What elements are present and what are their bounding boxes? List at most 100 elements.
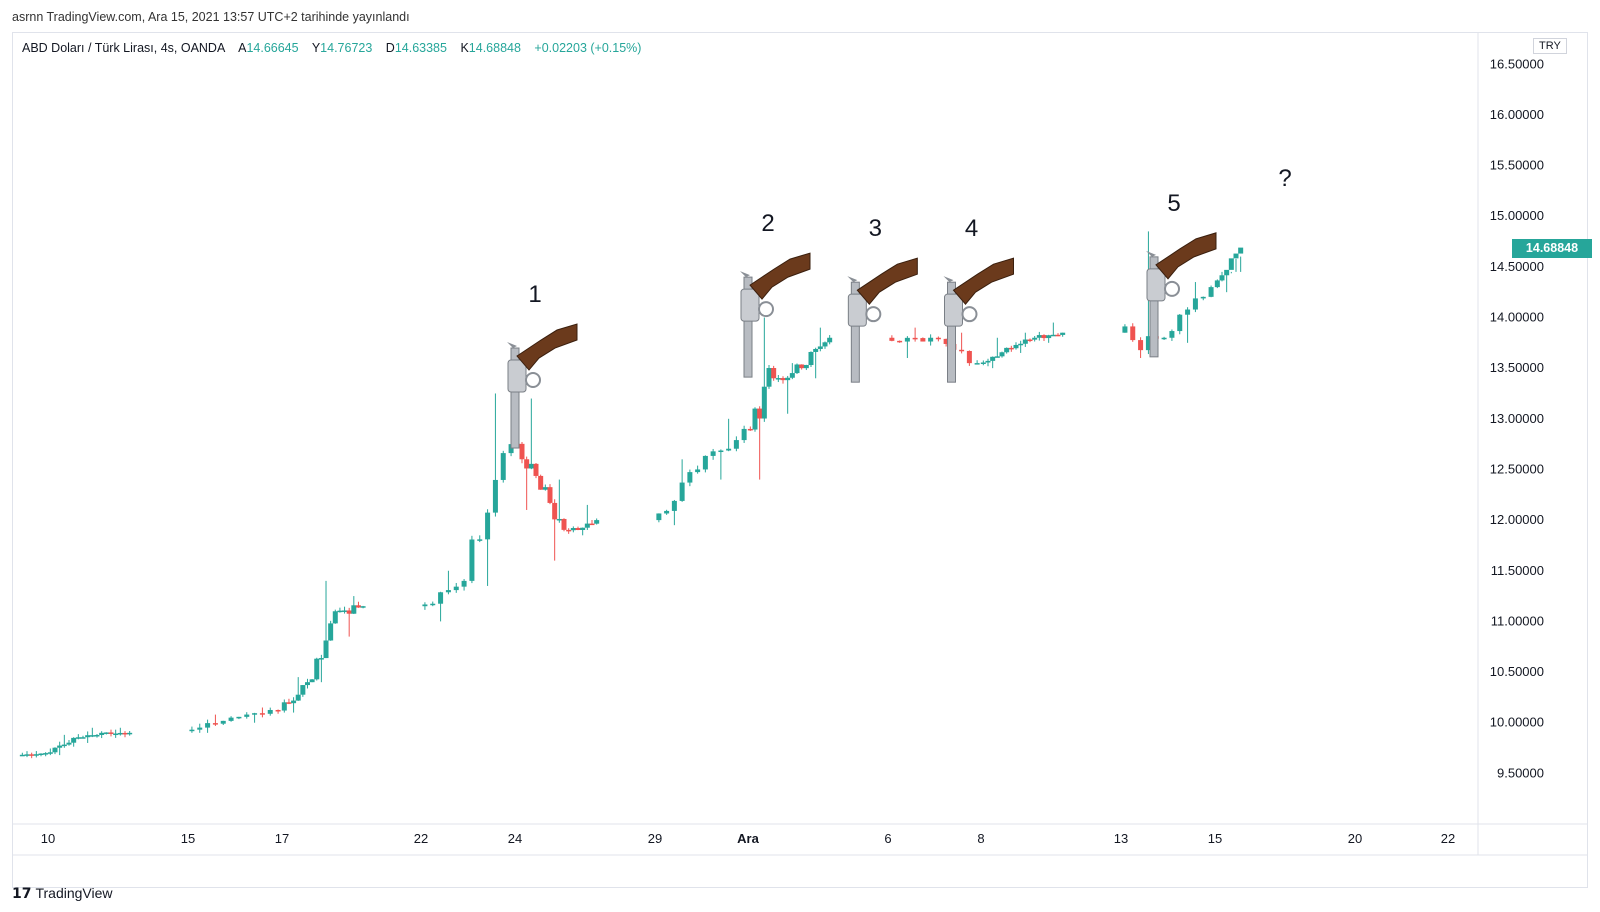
revolver-grip	[749, 252, 811, 300]
candle-body	[304, 682, 310, 686]
candle-body	[1238, 247, 1244, 254]
time-tick-label: 24	[508, 831, 522, 846]
candle-body	[1008, 347, 1014, 350]
currency-badge[interactable]: TRY	[1533, 38, 1567, 54]
candle-body	[1041, 335, 1047, 339]
question-mark: ?	[1278, 165, 1291, 192]
time-axis[interactable]: 10 15 17 22 24 29 Ara 6 8 13 15 20 22	[41, 831, 1455, 846]
candle-body	[47, 752, 53, 754]
candle-body	[570, 528, 576, 531]
price-axis[interactable]: 9.50000 10.00000 10.50000 11.00000 11.50000 1…	[1490, 56, 1544, 780]
candle-body	[775, 378, 781, 380]
candles-group	[19, 231, 1244, 759]
candle-body	[702, 455, 708, 470]
candle-body	[117, 732, 123, 735]
price-tick-label: 15.00000	[1490, 208, 1544, 223]
candle-body	[445, 590, 451, 593]
time-tick-label: 17	[275, 831, 289, 846]
candle-body	[687, 472, 693, 483]
candle-body	[228, 717, 234, 721]
candle-body	[1032, 337, 1038, 340]
low-label: D	[385, 41, 395, 55]
candle-body	[943, 338, 949, 344]
revolver-grip	[1155, 232, 1217, 280]
candle-body	[94, 734, 100, 737]
revolver-trigger-guard	[1164, 280, 1180, 297]
candle-body	[594, 520, 600, 524]
candle-body	[741, 428, 747, 441]
candle-body	[422, 604, 428, 607]
annotation-number: 2	[761, 210, 774, 237]
candle-body	[566, 529, 572, 532]
annotations-group: 1 2 3 4 5?	[507, 165, 1292, 449]
candle-body	[1224, 269, 1230, 276]
candle-body	[24, 754, 30, 756]
revolver-cylinder	[944, 293, 963, 327]
candle-body	[561, 518, 567, 530]
candle-body	[1200, 296, 1206, 299]
candle-body	[453, 586, 459, 591]
candle-body	[1055, 334, 1061, 337]
candle-body	[524, 459, 530, 469]
candle-body	[780, 378, 786, 381]
candle-body	[985, 360, 991, 363]
candle-body	[19, 754, 25, 757]
high-label: Y	[311, 41, 321, 55]
revolver-barrel	[850, 281, 860, 383]
candle-body	[752, 408, 758, 430]
candle-body	[664, 510, 670, 514]
candle-body	[519, 443, 525, 460]
revolver-hammer	[1146, 250, 1156, 257]
candle-body	[789, 373, 795, 378]
candle-body	[189, 729, 195, 732]
candle-body	[360, 606, 366, 608]
revolver-icon	[847, 257, 918, 383]
candle-body	[318, 658, 324, 660]
candle-body	[547, 487, 553, 503]
price-tick-label: 12.00000	[1490, 512, 1544, 527]
price-tick-label: 11.50000	[1491, 563, 1544, 578]
candle-body	[1219, 275, 1225, 281]
candle-body	[29, 754, 35, 756]
symbol-title[interactable]: ABD Doları / Türk Lirası, 4s, OANDA	[22, 41, 226, 55]
candle-body	[575, 528, 581, 531]
candle-body	[813, 348, 819, 352]
revolver-barrel	[1149, 256, 1159, 358]
price-tick-label: 14.00000	[1490, 310, 1544, 325]
time-tick-label: 20	[1348, 831, 1362, 846]
candle-body	[38, 753, 44, 756]
candle-body	[244, 714, 250, 717]
candle-body	[556, 518, 562, 521]
revolver-grip	[952, 257, 1014, 305]
candle-body	[66, 742, 72, 745]
candle-body	[71, 737, 77, 743]
time-tick-label: 22	[414, 831, 428, 846]
price-tick-label: 16.50000	[1490, 56, 1544, 71]
tradingview-logo-text: TradingView	[35, 885, 113, 901]
candle-body	[295, 694, 301, 701]
candle-body	[538, 475, 544, 490]
candle-body	[197, 727, 203, 730]
annotation-number: 3	[869, 215, 882, 242]
candle-body	[1161, 337, 1167, 340]
revolver-barrel	[743, 276, 753, 378]
candle-body	[1192, 298, 1198, 310]
candle-body	[508, 444, 514, 454]
candle-body	[785, 377, 791, 381]
candle-body	[205, 723, 211, 728]
change-value: +0.02203 (+0.15%)	[534, 41, 642, 55]
candle-body	[710, 451, 716, 456]
candle-body	[1060, 332, 1066, 335]
candle-body	[1018, 343, 1024, 346]
candle-body	[57, 745, 63, 748]
revolver-trigger-guard	[865, 306, 882, 323]
revolver-cylinder	[1146, 268, 1166, 302]
candle-body	[52, 747, 58, 753]
candle-body	[300, 685, 306, 695]
time-tick-label: 13	[1114, 831, 1128, 846]
candle-body	[267, 709, 273, 714]
candle-body	[212, 723, 218, 725]
candle-body	[1185, 309, 1191, 315]
tradingview-logo[interactable]: 17 TradingView	[12, 885, 113, 902]
